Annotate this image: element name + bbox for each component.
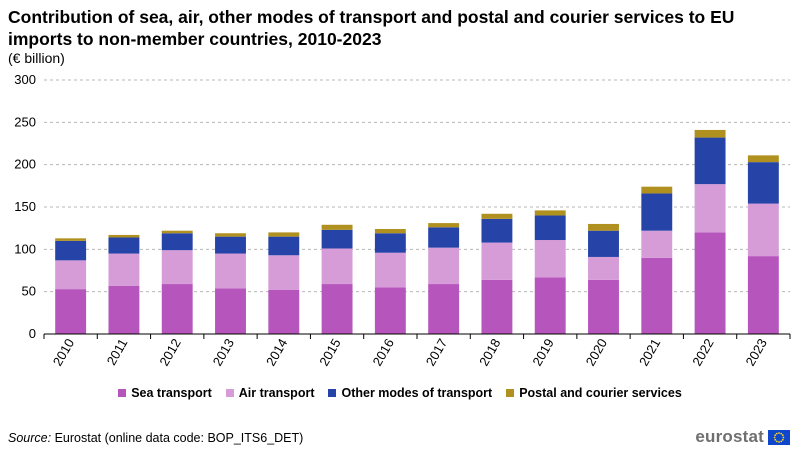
legend-label: Other modes of transport — [341, 386, 493, 400]
source-label: Source: — [8, 431, 52, 445]
bar-segment — [641, 257, 673, 334]
bar-segment — [215, 233, 246, 237]
bar-segment — [747, 256, 779, 334]
unit-label: (€ billion) — [8, 50, 65, 66]
bar-segment — [55, 289, 87, 334]
bar-segment — [747, 203, 779, 257]
bar-segment — [55, 240, 87, 261]
bar-segment — [108, 234, 140, 238]
x-tick-label: 2011 — [104, 336, 131, 368]
legend-swatch — [328, 389, 337, 397]
bar-segment — [588, 279, 619, 334]
bar-segment — [268, 289, 300, 334]
bar-segment — [108, 253, 140, 286]
bar-segment — [215, 253, 246, 289]
bar-segment — [641, 193, 673, 231]
legend-item: Air transport — [225, 386, 315, 400]
x-tick-label: 2010 — [50, 336, 77, 369]
bar-segment — [268, 232, 300, 237]
legend: Sea transport Air transport Other modes of… — [0, 386, 800, 400]
bar-segment — [428, 247, 460, 285]
legend-item: Sea transport — [118, 386, 212, 400]
y-tick-label: 200 — [14, 157, 36, 172]
bar-segment — [481, 242, 513, 280]
bar-segment — [161, 250, 193, 285]
x-tick-label: 2013 — [210, 336, 237, 369]
bar-segment — [215, 288, 246, 334]
x-tick-label: 2019 — [529, 336, 556, 369]
bar-segment — [534, 240, 566, 278]
bar-segment — [108, 285, 140, 334]
legend-label: Sea transport — [131, 386, 212, 400]
x-tick-label: 2017 — [423, 336, 450, 369]
legend-swatch — [118, 389, 127, 397]
bar-segment — [694, 184, 726, 233]
bar-segment — [747, 155, 779, 163]
bar-segment — [268, 236, 300, 256]
y-tick-label: 150 — [14, 199, 36, 214]
bar-segment — [161, 230, 193, 234]
x-tick-label: 2015 — [316, 336, 343, 369]
x-tick-label: 2023 — [743, 336, 770, 369]
bar-segment — [641, 186, 673, 194]
eurostat-logo: eurostat — [695, 427, 790, 447]
bar-segment — [108, 237, 140, 254]
bar-segment — [55, 260, 87, 290]
bar-segment — [534, 215, 566, 241]
bar-segment — [321, 224, 353, 230]
bar-segment — [374, 233, 406, 253]
bar-segment — [374, 229, 406, 234]
legend-item: Other modes of transport — [328, 386, 492, 400]
y-tick-label: 50 — [22, 284, 36, 299]
legend-item: Postal and courier services — [506, 386, 682, 400]
bar-segment — [588, 230, 619, 257]
legend-swatch — [506, 389, 515, 397]
y-tick-label: 100 — [14, 241, 36, 256]
source-note: Source: Eurostat (online data code: BOP_… — [8, 431, 303, 445]
bar-segment — [534, 277, 566, 334]
x-tick-label: 2018 — [476, 336, 503, 369]
bar-segment — [374, 252, 406, 288]
bar-segment — [481, 279, 513, 334]
x-tick-label: 2022 — [689, 336, 716, 369]
bar-segment — [641, 230, 673, 258]
chart-title: Contribution of sea, air, other modes of… — [8, 7, 735, 49]
x-tick-label: 2014 — [263, 336, 290, 369]
bar-segment — [481, 213, 513, 219]
legend-swatch — [225, 389, 234, 397]
bar-segment — [268, 255, 300, 290]
bar-segment — [321, 248, 353, 285]
bar-segment — [694, 129, 726, 138]
x-tick-label: 2016 — [370, 336, 397, 369]
logo-text: eurostat — [695, 427, 764, 446]
eu-flag-icon — [768, 429, 790, 445]
bar-segment — [374, 287, 406, 334]
x-tick-label: 2021 — [636, 336, 663, 369]
y-tick-label: 300 — [14, 72, 36, 87]
bar-segment — [481, 218, 513, 243]
bar-segment — [161, 284, 193, 334]
bar-segment — [588, 256, 619, 280]
bar-segment — [161, 233, 193, 251]
bar-segment — [534, 210, 566, 216]
legend-label: Postal and courier services — [519, 386, 682, 400]
bar-segment — [694, 137, 726, 185]
bar-segment — [215, 236, 246, 254]
bar-segment — [428, 284, 460, 334]
y-tick-label: 250 — [14, 114, 36, 129]
bar-segment — [55, 238, 87, 241]
y-tick-label: 0 — [29, 326, 36, 341]
bar-segment — [321, 229, 353, 249]
legend-label: Air transport — [238, 386, 315, 400]
bar-segment — [428, 227, 460, 248]
bar-segment — [321, 284, 353, 334]
source-text: Eurostat (online data code: BOP_ITS6_DET… — [51, 431, 304, 445]
x-tick-label: 2020 — [583, 336, 610, 369]
bar-segment — [588, 223, 619, 231]
x-tick-label: 2012 — [156, 336, 183, 369]
bar-segment — [694, 232, 726, 334]
bar-segment — [428, 223, 460, 228]
bar-segment — [747, 162, 779, 204]
